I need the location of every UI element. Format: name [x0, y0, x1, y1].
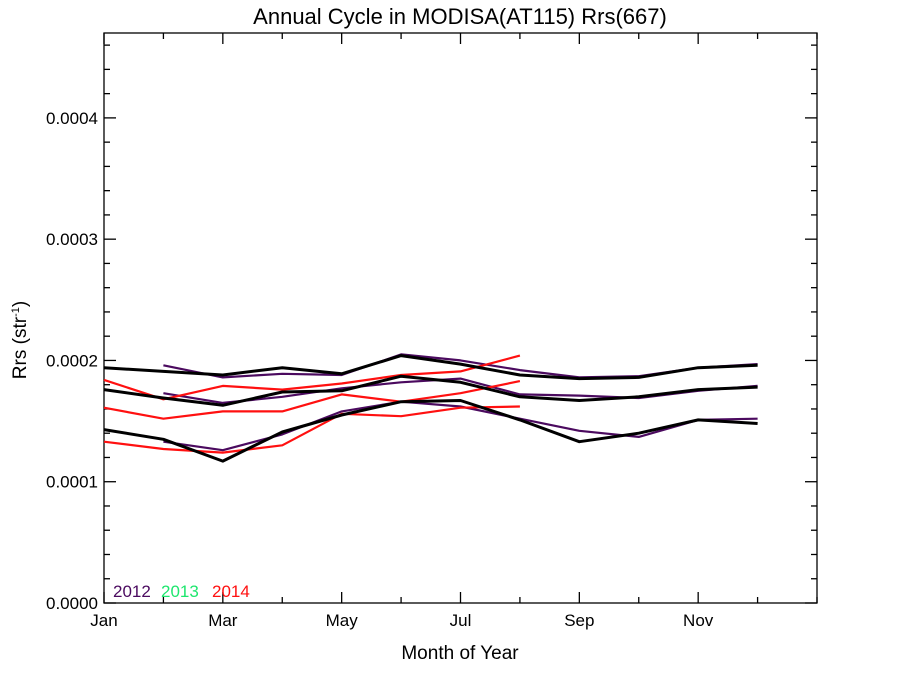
y-tick-label: 0.0004 — [46, 109, 98, 128]
x-tick-labels: Jan Mar May Jul Sep Nov — [90, 611, 713, 630]
y-tick-label: 0.0002 — [46, 351, 98, 370]
legend: 2012 2013 2014 — [113, 582, 250, 601]
legend-entry-2013: 2013 — [161, 582, 199, 601]
series-line-6 — [103, 405, 520, 454]
series-line-4 — [103, 354, 521, 401]
y-axis-label-close: ) — [10, 301, 31, 307]
y-axis-label-superscript: -1 — [10, 307, 22, 317]
x-tick-label: Jul — [450, 611, 472, 630]
y-tick-label: 0.0003 — [46, 230, 98, 249]
x-tick-label: Nov — [683, 611, 714, 630]
series-line-3 — [163, 400, 758, 452]
series-line-7 — [103, 354, 758, 381]
series-lines — [103, 353, 758, 463]
x-tick-label: Mar — [208, 611, 238, 630]
y-tick-label: 0.0001 — [46, 473, 98, 492]
y-tick-label: 0.0000 — [46, 594, 98, 613]
x-tick-label: May — [326, 611, 359, 630]
series-line-9 — [103, 399, 758, 463]
legend-entry-2012: 2012 — [113, 582, 151, 601]
series-line-8 — [103, 374, 758, 407]
x-axis-label: Month of Year — [401, 643, 519, 664]
x-tick-label: Sep — [564, 611, 594, 630]
legend-entry-2014: 2014 — [212, 582, 250, 601]
y-tick-labels: 0.0000 0.0001 0.0002 0.0003 0.0004 — [46, 109, 98, 613]
x-tick-label: Jan — [90, 611, 117, 630]
series-line-5 — [103, 380, 521, 420]
y-axis-label: Rrs (str-1) — [10, 301, 31, 379]
y-axis-label-main: Rrs (str — [10, 316, 31, 379]
axis-ticks — [103, 33, 818, 604]
chart-title: Annual Cycle in MODISA(AT115) Rrs(667) — [253, 4, 667, 29]
plot-frame — [103, 32, 818, 604]
